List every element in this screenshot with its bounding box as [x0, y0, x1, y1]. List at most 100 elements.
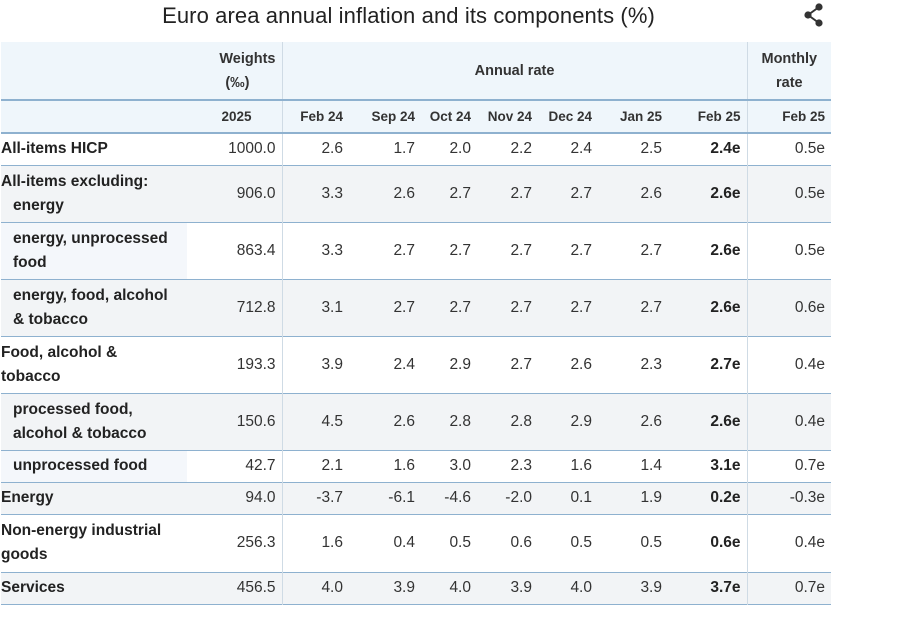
value-cell: 3.9	[349, 572, 421, 604]
value-cell: 3.3	[281, 165, 349, 222]
row-label-line: energy, food, alcohol	[13, 286, 168, 304]
value-cell: 1.6	[281, 514, 349, 572]
row-label: Services	[1, 572, 187, 604]
header-monthly-line1: Monthly	[761, 50, 818, 67]
header-weights-line2: (‰)	[225, 74, 250, 91]
value-cell: 2.8	[477, 393, 538, 450]
row-label-line: All-items HICP	[1, 140, 108, 158]
table-row: processed food, alcohol & tobacco 150.6 …	[1, 393, 832, 450]
header-monthly-line2: rate	[775, 74, 803, 91]
weight-cell: 1000.0	[228, 140, 276, 158]
value-cell-latest: 2.6e	[668, 222, 748, 279]
header-row-top: Weights (‰) Annual rate Monthly rate	[1, 42, 832, 100]
weight-cell: 906.0	[187, 165, 282, 222]
value-cell: 2.7	[477, 279, 538, 336]
value-cell: 2.9	[538, 393, 598, 450]
monthly-cell: 0.4e	[794, 534, 826, 551]
table-row: Services 456.5 4.0 3.9 4.0 3.9 4.0 3.9 3…	[1, 572, 832, 604]
value-cell: 2.6	[349, 165, 421, 222]
value-cell: 2.6	[598, 165, 668, 222]
value-cell: -4.6	[421, 482, 477, 514]
value-cell-latest: 2.7e	[668, 336, 748, 393]
header-monthly-rate: Monthly rate	[747, 42, 832, 100]
header-period: Nov 24	[477, 99, 538, 134]
value-cell: 0.5	[449, 534, 471, 551]
value-cell: 1.7	[393, 140, 415, 158]
value-cell: 2.7	[598, 279, 668, 336]
row-label: processed food, alcohol & tobacco	[1, 393, 187, 450]
row-label-line: processed food,	[13, 400, 133, 418]
row-label-line: All-items excluding:	[1, 172, 149, 190]
row-label-line: Non-energy industrial	[1, 522, 162, 539]
value-cell: 2.0	[449, 140, 471, 158]
row-label-line: food	[13, 253, 47, 271]
value-cell: 4.0	[421, 572, 477, 604]
row-label: Non-energy industrial goods	[1, 514, 187, 572]
monthly-cell: 0.4e	[747, 393, 832, 450]
value-cell: 4.5	[281, 393, 349, 450]
monthly-cell: 0.6e	[747, 279, 832, 336]
header-blank	[1, 42, 187, 100]
monthly-cell: 0.5e	[794, 140, 826, 158]
value-cell: 2.7	[510, 355, 532, 373]
value-cell: 2.3	[510, 457, 532, 474]
value-cell-latest: 2.4e	[668, 133, 748, 165]
header-period: Dec 24	[538, 99, 598, 134]
row-label: Food, alcohol & tobacco	[1, 336, 187, 393]
value-cell-latest: 0.6e	[668, 514, 748, 572]
value-cell: 2.7	[640, 241, 662, 259]
value-cell: 2.7	[421, 165, 477, 222]
header-period: Feb 25	[668, 99, 748, 134]
monthly-cell: 0.5e	[794, 241, 826, 259]
row-label-line: tobacco	[1, 367, 61, 385]
header-annual-rate: Annual rate	[281, 42, 748, 100]
row-label-line: Services	[1, 579, 65, 596]
value-cell: 0.5	[640, 534, 662, 551]
value-cell: 0.4	[393, 534, 415, 551]
value-cell: 2.7	[421, 279, 477, 336]
row-label-line: alcohol & tobacco	[13, 424, 147, 442]
value-cell: 2.1	[281, 450, 349, 482]
table-row: All-items excluding: energy 906.0 3.3 2.…	[1, 165, 832, 222]
header-period: Feb 24	[281, 99, 349, 134]
weight-cell: 150.6	[187, 393, 282, 450]
value-cell: 2.7	[510, 241, 532, 259]
value-cell: 3.9	[281, 336, 349, 393]
value-cell: 2.3	[640, 355, 662, 373]
value-cell: 3.1	[281, 279, 349, 336]
value-cell: 2.6	[349, 393, 421, 450]
header-weights-line1: Weights	[219, 50, 276, 67]
header-period: Jan 25	[598, 99, 668, 134]
value-cell: 2.4	[570, 140, 592, 158]
value-cell: -2.0	[477, 482, 538, 514]
value-cell: 1.9	[598, 482, 668, 514]
value-cell: -6.1	[349, 482, 421, 514]
value-cell-latest: 2.6e	[668, 393, 748, 450]
header-row-periods: 2025 Feb 24 Sep 24 Oct 24 Nov 24 Dec 24 …	[1, 99, 832, 134]
value-cell: 2.5	[640, 140, 662, 158]
row-label: energy, unprocessed food	[1, 222, 187, 279]
value-cell-latest: 2.6e	[668, 279, 748, 336]
weight-cell: 193.3	[236, 355, 276, 373]
value-cell: 2.7	[538, 279, 598, 336]
table-row: energy, unprocessed food 863.4 3.3 2.7 2…	[1, 222, 832, 279]
value-cell: 2.7	[477, 165, 538, 222]
monthly-cell: -0.3e	[747, 482, 832, 514]
value-cell: 4.0	[538, 572, 598, 604]
row-label-line: unprocessed food	[13, 457, 148, 474]
value-cell: 3.9	[598, 572, 668, 604]
row-label-line: goods	[1, 546, 48, 563]
value-cell: -3.7	[281, 482, 349, 514]
table-row: All-items HICP 1000.0 2.6 1.7 2.0 2.2 2.…	[1, 133, 832, 165]
value-cell: 2.6	[281, 133, 349, 165]
value-cell: 2.7	[393, 241, 415, 259]
monthly-cell: 0.5e	[747, 165, 832, 222]
row-label-line: Energy	[1, 489, 54, 506]
share-icon[interactable]	[803, 3, 825, 27]
table-row: Energy 94.0 -3.7 -6.1 -4.6 -2.0 0.1 1.9 …	[1, 482, 832, 514]
inflation-table: Weights (‰) Annual rate Monthly rate 202…	[1, 42, 832, 605]
value-cell: 1.6	[570, 457, 592, 474]
table-row: energy, food, alcohol & tobacco 712.8 3.…	[1, 279, 832, 336]
monthly-cell: 0.4e	[794, 355, 826, 373]
row-label: All-items excluding: energy	[1, 165, 187, 222]
